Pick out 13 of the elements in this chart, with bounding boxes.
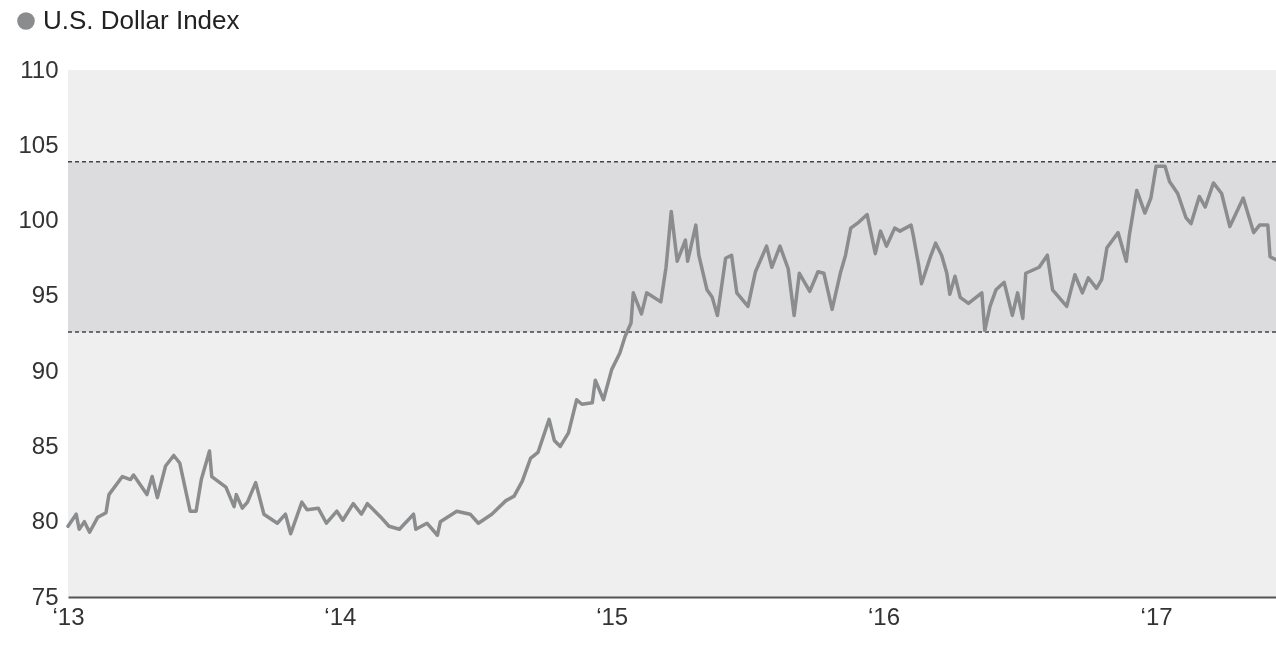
- y-tick-label: 100: [18, 206, 59, 234]
- x-tick-label: ‘15: [596, 602, 629, 630]
- y-tick-label: 105: [18, 130, 59, 158]
- line-series: [66, 164, 1276, 538]
- y-tick-label: 90: [31, 356, 59, 384]
- y-tick-label: 95: [31, 281, 59, 309]
- x-tick-label: ‘16: [868, 602, 901, 630]
- x-tick-label: ‘17: [1140, 602, 1173, 630]
- y-tick-label: 80: [31, 507, 59, 535]
- y-tick-label: 110: [20, 55, 59, 83]
- y-tick-label: 85: [31, 431, 59, 459]
- legend-label: U.S. Dollar Index: [43, 5, 240, 35]
- x-tick-label: ‘14: [324, 602, 357, 630]
